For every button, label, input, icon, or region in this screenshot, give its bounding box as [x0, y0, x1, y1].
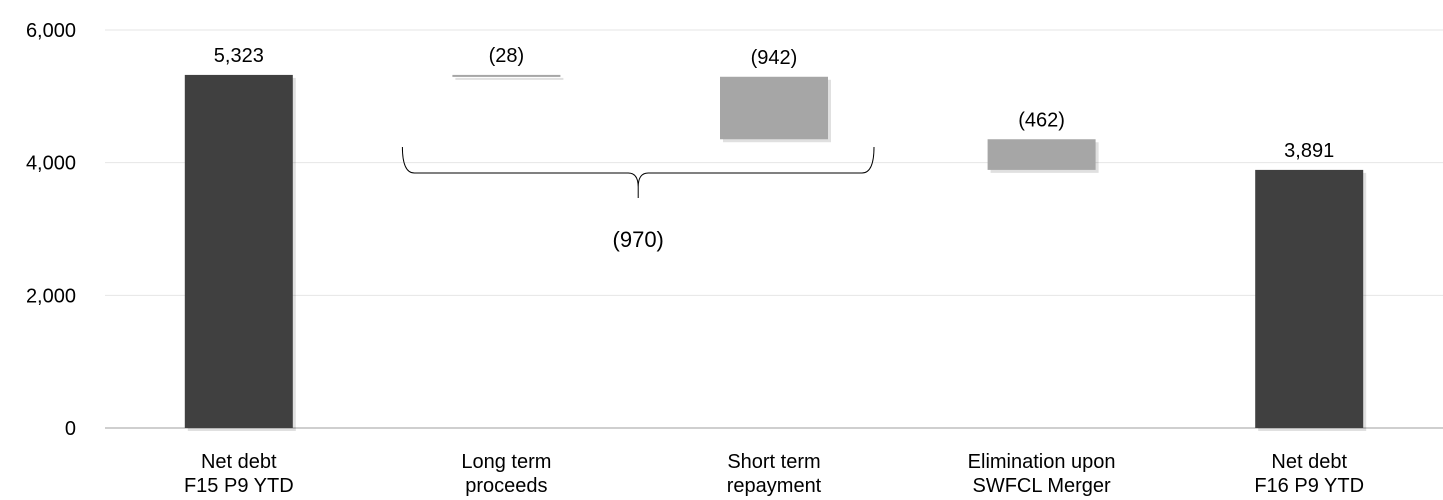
category-label: F15 P9 YTD: [184, 475, 294, 497]
data-label: (942): [751, 47, 798, 69]
category-label: SWFCL Merger: [973, 475, 1112, 497]
data-label: (28): [489, 45, 525, 67]
category-label: Net debt: [201, 451, 277, 473]
category-label: repayment: [727, 475, 822, 497]
bracket-shape: [401, 146, 875, 198]
change-bar: [987, 139, 1096, 170]
y-tick-label: 6,000: [26, 20, 76, 42]
y-axis-tick-labels: 0 2,000 4,000 6,000: [26, 20, 76, 440]
y-tick-label: 2,000: [26, 285, 76, 307]
category-label: Elimination upon: [968, 451, 1116, 473]
total-bar: [184, 74, 293, 429]
grid-lines: [105, 29, 1443, 429]
category-label: F16 P9 YTD: [1254, 475, 1364, 497]
change-bar: [452, 74, 561, 77]
change-bar: [720, 76, 828, 140]
category-label: Short term: [727, 451, 820, 473]
category-label: Net debt: [1271, 451, 1347, 473]
category-label: Long term: [461, 451, 551, 473]
data-label: 5,323: [214, 45, 264, 67]
bracket-label: (970): [613, 227, 664, 252]
bars: [184, 74, 1367, 432]
data-labels: 5,323 (28) (942) (462) 3,891: [214, 45, 1334, 162]
data-label: (462): [1018, 109, 1065, 131]
total-bar: [1255, 169, 1364, 428]
category-label: proceeds: [465, 475, 547, 497]
bar-shadow: [455, 77, 564, 80]
y-tick-label: 0: [65, 418, 76, 440]
bracket-annotation: (970): [401, 146, 875, 252]
y-tick-label: 4,000: [26, 153, 76, 175]
data-label: 3,891: [1284, 140, 1334, 162]
